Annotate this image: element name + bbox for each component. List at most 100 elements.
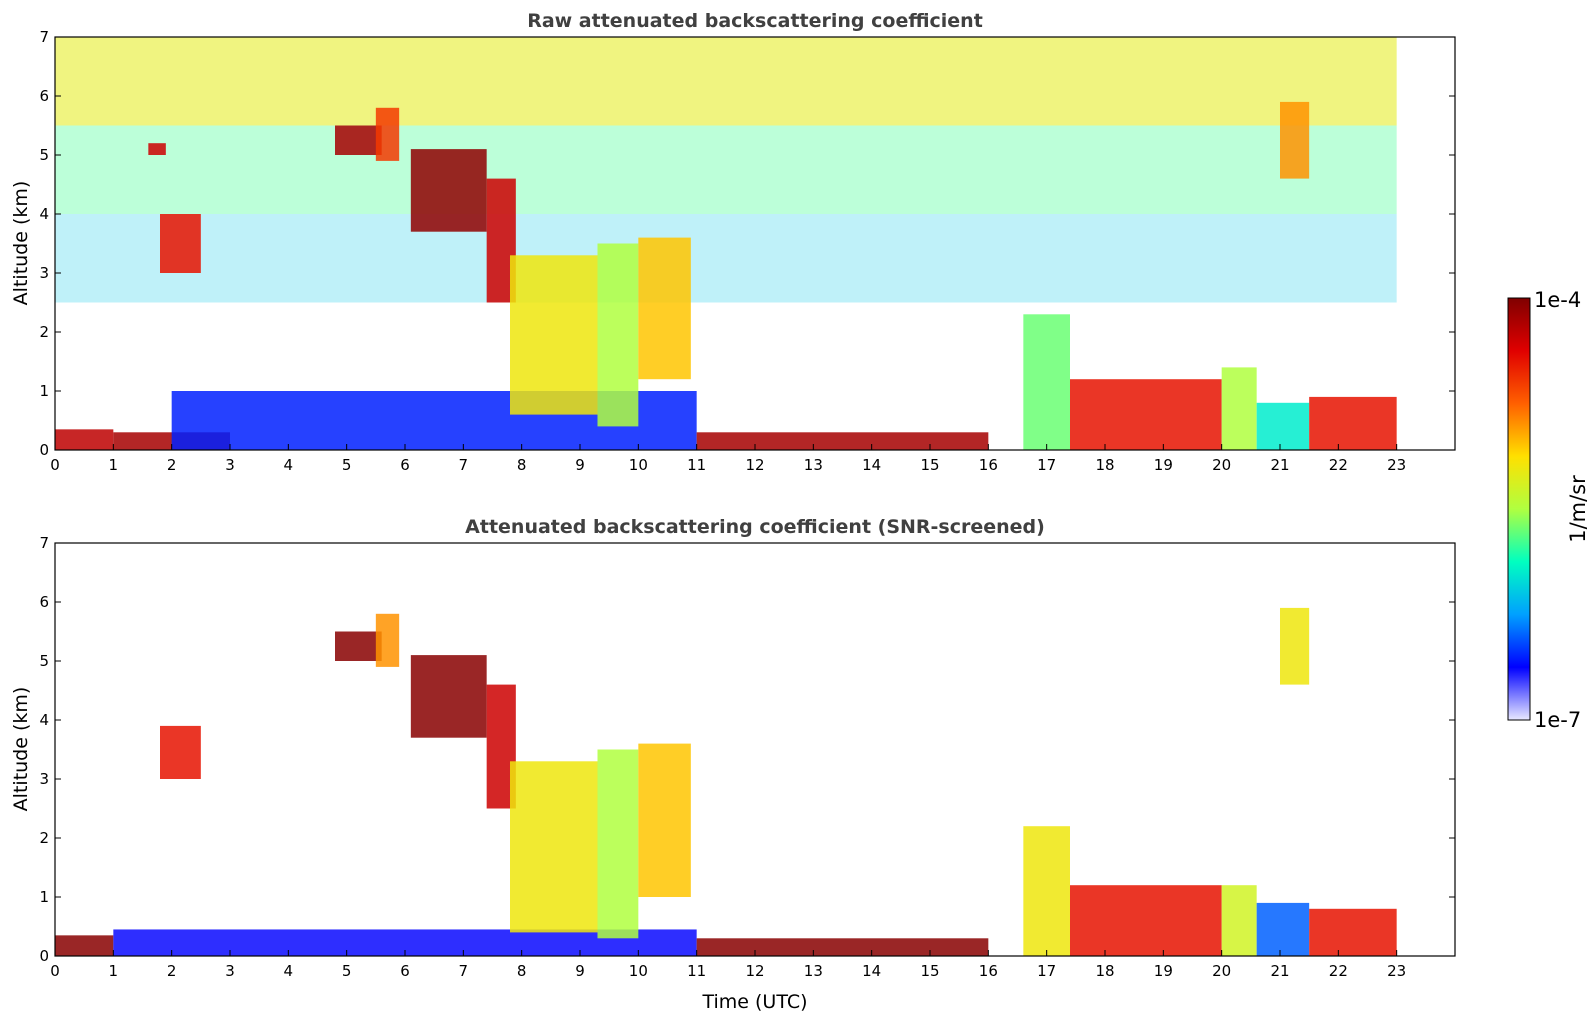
y-tick-label: 2 [39,323,49,341]
backscatter-cell [597,749,639,939]
x-tick-label: 0 [50,456,60,474]
x-tick-label: 19 [1154,456,1173,474]
backscatter-cell [375,613,400,667]
x-tick-label: 8 [517,962,527,980]
x-tick-label: 11 [687,456,706,474]
colorbar-max-label: 1e-4 [1534,288,1581,312]
x-tick-label: 0 [50,962,60,980]
x-tick-label: 19 [1154,962,1173,980]
backscatter-cell [638,743,691,897]
backscatter-cell [148,143,166,155]
y-tick-label: 1 [39,382,49,400]
x-tick-label: 2 [167,456,177,474]
x-tick-label: 12 [745,456,764,474]
x-tick-label: 21 [1270,456,1289,474]
backscatter-cell [638,237,691,380]
y-tick-label: 1 [39,888,49,906]
backscatter-cell [55,429,114,450]
x-tick-label: 5 [342,962,352,980]
raw-backscatter-panel: Raw attenuated backscattering coefficien… [10,10,1456,474]
x-tick-label: 4 [284,962,294,980]
backscatter-cell [1280,607,1310,685]
x-tick-label: 18 [1095,456,1114,474]
backscatter-cell [1256,902,1310,956]
x-tick-label: 10 [629,456,648,474]
backscatter-cell [160,725,201,779]
y-tick-label: 5 [39,652,49,670]
backscatter-cell [160,214,201,273]
x-tick-label: 13 [804,456,823,474]
y-tick-label: 7 [39,534,49,552]
backscatter-cell [1070,379,1222,450]
x-tick-label: 14 [862,456,881,474]
x-tick-label: 17 [1037,962,1056,980]
noise-band [55,37,1397,126]
x-tick-label: 11 [687,962,706,980]
x-tick-label: 14 [862,962,881,980]
backscatter-cell [1221,885,1257,956]
colorbar-unit-label: 1/m/sr [1566,475,1590,543]
y-tick-label: 4 [39,205,49,223]
x-tick-label: 23 [1387,962,1406,980]
backscatter-cell [696,938,989,956]
backscatter-cell [1023,314,1070,450]
colorbar: 1e-4 1e-7 1/m/sr [1507,288,1590,732]
x-tick-label: 1 [109,962,119,980]
backscatter-cell [1309,908,1397,956]
snr-panel-title: Attenuated backscattering coefficient (S… [465,516,1045,538]
noise-band [55,214,1397,303]
backscatter-cell [1256,402,1310,450]
y-tick-label: 3 [39,264,49,282]
x-tick-label: 8 [517,456,527,474]
x-tick-label: 15 [920,962,939,980]
x-tick-label: 22 [1329,962,1348,980]
snr-heatmap [55,607,1397,956]
y-tick-label: 0 [39,947,49,965]
backscatter-cell [696,432,989,450]
x-tick-label: 1 [109,456,119,474]
x-tick-label: 6 [400,962,410,980]
backscatter-cell [410,655,487,738]
x-tick-label: 12 [745,962,764,980]
x-tick-label: 22 [1329,456,1348,474]
x-tick-label: 10 [629,962,648,980]
x-tick-label: 16 [979,456,998,474]
backscatter-cell [55,935,114,956]
x-tick-label: 20 [1212,456,1231,474]
backscatter-cell [1221,367,1257,450]
x-tick-label: 6 [400,456,410,474]
y-tick-label: 2 [39,829,49,847]
backscatter-cell [510,255,598,415]
y-tick-label: 7 [39,28,49,46]
y-tick-label: 6 [39,87,49,105]
x-tick-label: 18 [1095,962,1114,980]
backscatter-cell [510,761,598,933]
x-tick-label: 13 [804,962,823,980]
x-tick-label: 4 [284,456,294,474]
backscatter-cell [1309,396,1397,450]
raw-panel-title: Raw attenuated backscattering coefficien… [527,10,983,32]
y-tick-label: 5 [39,146,49,164]
raw-y-axis-label: Altitude (km) [10,181,32,306]
x-tick-label: 23 [1387,456,1406,474]
backscatter-cell [335,631,382,661]
backscatter-cell [410,149,487,232]
backscatter-cell [1070,885,1222,956]
y-tick-label: 3 [39,770,49,788]
x-tick-label: 15 [920,456,939,474]
x-tick-label: 16 [979,962,998,980]
raw-heatmap [55,37,1397,450]
backscatter-cell [1023,826,1070,956]
snr-screened-panel: Attenuated backscattering coefficient (S… [10,516,1456,1013]
x-tick-label: 2 [167,962,177,980]
snr-y-axis-label: Altitude (km) [10,687,32,812]
x-tick-label: 3 [225,962,235,980]
colorbar-gradient [1507,297,1531,721]
raw-x-axis: 0 1 2 3 4 5 6 7 8 9 10 11 12 13 14 15 16 17 18 19 20 21 22 23 [50,444,1406,474]
snr-x-axis: 0 1 2 3 4 5 6 7 8 9 10 11 12 13 14 15 16 17 18 19 20 21 22 23 [50,950,1406,980]
x-tick-label: 17 [1037,456,1056,474]
y-tick-label: 6 [39,593,49,611]
x-axis-label: Time (UTC) [701,991,807,1013]
x-tick-label: 21 [1270,962,1289,980]
